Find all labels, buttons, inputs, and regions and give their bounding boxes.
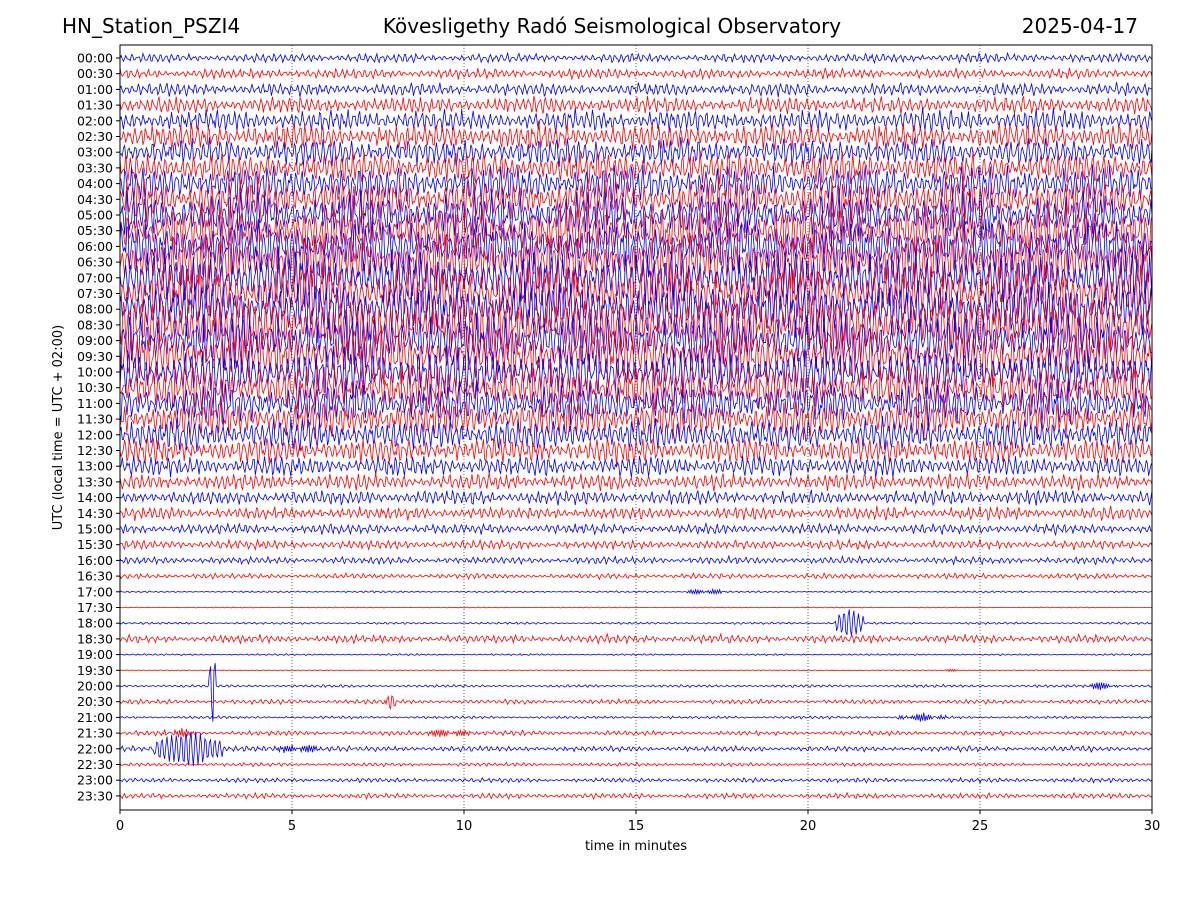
x-tick-label: 25	[972, 819, 989, 834]
y-tick-label: 00:00	[77, 51, 113, 66]
y-tick-label: 00:30	[77, 66, 113, 81]
y-tick-label: 08:00	[77, 302, 113, 317]
trace-1600	[120, 554, 1152, 567]
y-tick-label: 23:30	[77, 788, 113, 803]
y-tick-label: 14:30	[77, 506, 113, 521]
station-name: HN_Station_PSZI4	[62, 14, 241, 38]
trace-2130	[120, 728, 1152, 738]
y-tick-label: 16:00	[77, 553, 113, 568]
trace-1030	[120, 362, 1152, 415]
y-tick-label: 13:30	[77, 474, 113, 489]
grid-lines	[291, 45, 981, 810]
y-tick-label: 17:00	[77, 584, 113, 599]
y-tick-label: 10:00	[77, 365, 113, 380]
trace-1800	[120, 609, 1152, 637]
y-tick-label: 23:00	[77, 773, 113, 788]
y-tick-label: 21:00	[77, 710, 113, 725]
y-tick-label: 03:00	[77, 145, 113, 160]
trace-2300	[120, 776, 1152, 784]
trace-2000	[120, 663, 1152, 722]
trace-0330	[120, 150, 1152, 185]
y-tick-label: 11:00	[77, 396, 113, 411]
y-tick-label: 12:00	[77, 427, 113, 442]
x-tick-label: 30	[1144, 819, 1161, 834]
y-tick-label: 17:30	[77, 600, 113, 615]
observatory-title: Kövesligethy Radó Seismological Observat…	[382, 14, 842, 38]
y-tick-label: 04:00	[77, 176, 113, 191]
y-tick-label: 22:30	[77, 757, 113, 772]
y-tick-label: 06:30	[77, 255, 113, 270]
y-tick-label: 12:30	[77, 443, 113, 458]
x-tick-label: 10	[456, 819, 473, 834]
y-tick-label: 11:30	[77, 412, 113, 427]
y-axis-label: UTC (local time = UTC + 02:00)	[51, 325, 66, 530]
y-tick-label: 05:30	[77, 223, 113, 238]
y-tick-label: 05:00	[77, 208, 113, 223]
trace-1530	[120, 538, 1152, 551]
y-tick-label: 16:30	[77, 569, 113, 584]
trace-1730	[120, 606, 1152, 609]
y-tick-label: 10:30	[77, 380, 113, 395]
y-tick-label: 09:30	[77, 349, 113, 364]
x-tick-label: 0	[116, 819, 124, 834]
y-tick-label: 20:30	[77, 694, 113, 709]
y-tick-label: 15:30	[77, 537, 113, 552]
y-tick-label: 04:30	[77, 192, 113, 207]
y-tick-label: 15:00	[77, 522, 113, 537]
x-tick-label: 20	[800, 819, 817, 834]
y-tick-label: 07:00	[77, 270, 113, 285]
y-tick-label: 06:00	[77, 239, 113, 254]
plot-date: 2025-04-17	[1021, 14, 1138, 38]
y-tick-label: 02:00	[77, 113, 113, 128]
y-tick-label: 21:30	[77, 726, 113, 741]
y-tick-label: 19:30	[77, 663, 113, 678]
trace-2200	[120, 731, 1152, 767]
y-axis: 00:0000:3001:0001:3002:0002:3003:0003:30…	[77, 51, 120, 803]
trace-2330	[120, 791, 1152, 801]
y-tick-label: 19:00	[77, 647, 113, 662]
y-tick-label: 03:30	[77, 160, 113, 175]
x-axis-label: time in minutes	[585, 839, 687, 854]
y-tick-label: 18:00	[77, 616, 113, 631]
y-tick-label: 01:00	[77, 82, 113, 97]
y-tick-label: 02:30	[77, 129, 113, 144]
y-tick-label: 18:30	[77, 631, 113, 646]
y-tick-label: 13:00	[77, 459, 113, 474]
trace-1200	[120, 415, 1152, 452]
trace-1430	[120, 505, 1152, 522]
y-tick-label: 01:30	[77, 98, 113, 113]
y-tick-label: 09:00	[77, 333, 113, 348]
trace-0000	[120, 51, 1152, 65]
x-tick-label: 15	[628, 819, 645, 834]
trace-0400	[120, 164, 1152, 205]
x-tick-label: 5	[288, 819, 296, 834]
y-tick-label: 08:30	[77, 317, 113, 332]
trace-0230	[120, 120, 1152, 152]
y-tick-label: 14:00	[77, 490, 113, 505]
trace-1400	[120, 489, 1152, 507]
x-axis: 0 5 10 15 20 25 30	[116, 810, 1160, 834]
y-tick-label: 22:00	[77, 741, 113, 756]
y-tick-label: 07:30	[77, 286, 113, 301]
y-tick-label: 20:00	[77, 679, 113, 694]
